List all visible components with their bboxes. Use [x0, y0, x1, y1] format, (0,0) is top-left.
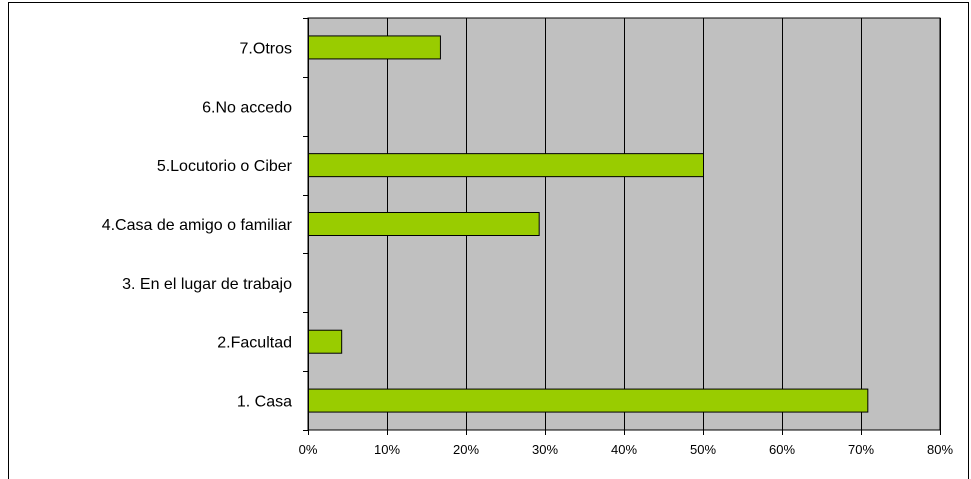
bar	[308, 212, 540, 236]
x-tick-label: 70%	[848, 442, 874, 457]
bar	[308, 329, 343, 354]
category-label: 1. Casa	[237, 394, 292, 411]
x-tick-label: 20%	[453, 442, 479, 457]
category-label: 4.Casa de amigo o familiar	[102, 217, 293, 234]
category-label: 3. En el lugar de trabajo	[122, 276, 292, 293]
x-tick-label: 40%	[611, 442, 637, 457]
x-axis-ticks: 0% 10% 20% 30% 40% 50% 60% 70% 80%	[299, 442, 954, 457]
bar	[308, 153, 704, 178]
category-labels: 1. Casa 2.Facultad 3. En el lugar de traba…	[102, 18, 308, 431]
category-label: 6.No accedo	[202, 99, 292, 116]
gridlines	[308, 18, 941, 435]
x-tick-label: 80%	[927, 442, 953, 457]
category-label: 5.Locutorio o Ciber	[157, 158, 293, 175]
category-label: 2.Facultad	[217, 335, 292, 352]
bar	[308, 35, 441, 60]
x-tick-label: 60%	[769, 442, 795, 457]
x-tick-label: 30%	[532, 442, 558, 457]
chart-border	[8, 2, 969, 479]
x-tick-label: 50%	[690, 442, 716, 457]
x-tick-label: 0%	[299, 442, 318, 457]
bar	[308, 388, 869, 413]
bars	[308, 35, 869, 413]
x-tick-label: 10%	[374, 442, 400, 457]
category-label: 7.Otros	[240, 40, 292, 57]
